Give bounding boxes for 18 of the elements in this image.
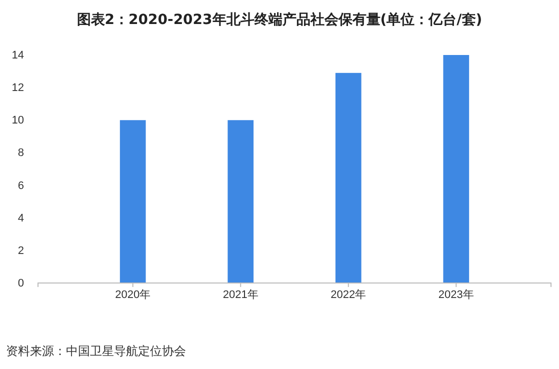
- y-tick-label: 2: [18, 244, 24, 257]
- y-tick-label: 10: [12, 114, 24, 127]
- bar: [120, 120, 146, 283]
- y-tick-label: 6: [18, 180, 24, 192]
- x-tick-label: 2021年: [222, 288, 258, 301]
- bar: [228, 120, 254, 283]
- y-tick-label: 0: [18, 278, 24, 290]
- x-tick-label: 2020年: [115, 288, 151, 301]
- x-tick-label: 2022年: [330, 288, 366, 301]
- y-tick-label: 8: [18, 147, 24, 160]
- chart-title: 图表2：2020-2023年北斗终端产品社会保有量(单位：亿台/套): [76, 11, 482, 28]
- text: 资料来源：中国卫星导航定位协会: [6, 344, 186, 358]
- y-tick-label: 4: [18, 212, 24, 224]
- bar: [335, 72, 362, 283]
- bar: [443, 55, 470, 283]
- x-tick-label: 2023年: [438, 288, 474, 301]
- y-tick-label: 14: [12, 50, 24, 62]
- y-tick-label: 12: [12, 82, 24, 94]
